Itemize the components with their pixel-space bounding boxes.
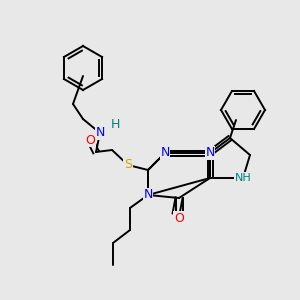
Text: S: S xyxy=(124,158,132,172)
Text: N: N xyxy=(160,146,170,160)
Text: H: H xyxy=(110,118,120,131)
Text: O: O xyxy=(85,134,95,146)
Text: NH: NH xyxy=(235,173,251,183)
Text: N: N xyxy=(95,127,105,140)
Text: N: N xyxy=(143,188,153,202)
Text: N: N xyxy=(205,146,215,160)
Text: O: O xyxy=(174,212,184,224)
